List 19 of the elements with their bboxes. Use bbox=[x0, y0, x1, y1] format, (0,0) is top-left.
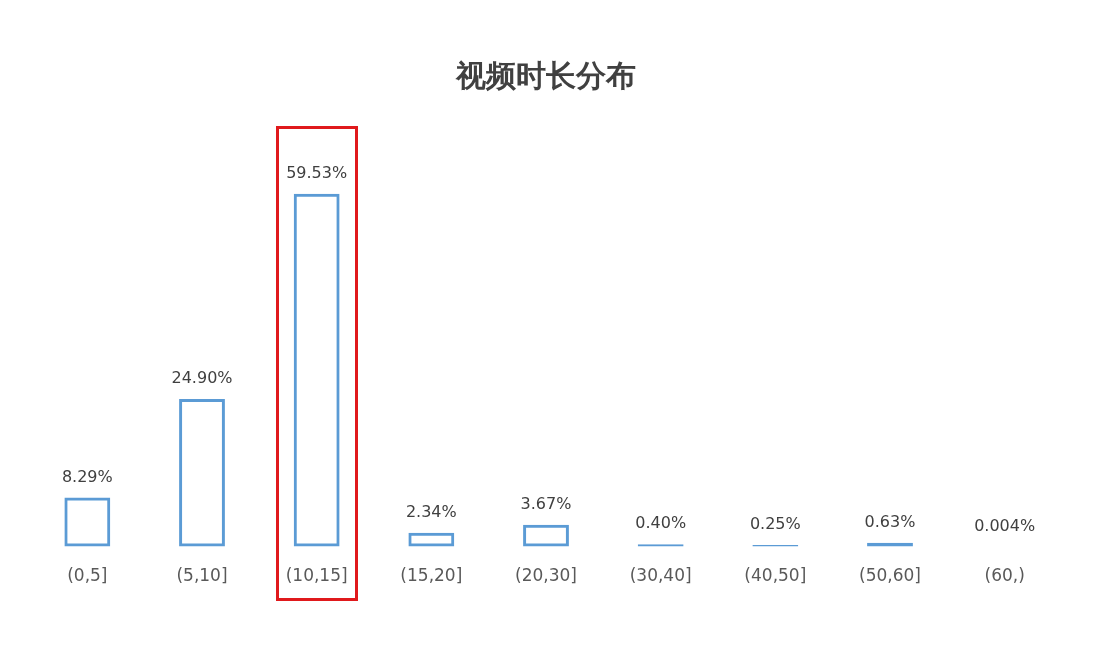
data-label: 0.63% bbox=[864, 512, 916, 532]
data-label: 0.25% bbox=[749, 514, 801, 534]
data-label: 3.67% bbox=[520, 494, 572, 514]
x-tick-label: (30,40] bbox=[629, 565, 692, 586]
x-tick-label: (20,30] bbox=[515, 565, 577, 586]
chart-title: 视频时长分布 bbox=[455, 57, 636, 93]
data-label: 24.90% bbox=[171, 368, 233, 388]
x-tick-label: (5,10] bbox=[176, 565, 228, 586]
x-tick-label: (0,5] bbox=[67, 565, 108, 586]
x-tick-label: (50,60] bbox=[859, 565, 921, 586]
x-tick-label: (10,15] bbox=[285, 565, 348, 586]
data-label: 2.34% bbox=[405, 501, 457, 521]
data-label: 0.004% bbox=[974, 515, 1036, 535]
x-tick-label: (15,20] bbox=[400, 565, 463, 586]
x-tick-label: (40,50] bbox=[744, 565, 807, 586]
x-tick-label: (60,) bbox=[984, 565, 1025, 586]
data-label: 0.40% bbox=[635, 513, 687, 533]
data-label: 8.29% bbox=[61, 466, 113, 486]
data-label: 59.53% bbox=[286, 162, 348, 182]
